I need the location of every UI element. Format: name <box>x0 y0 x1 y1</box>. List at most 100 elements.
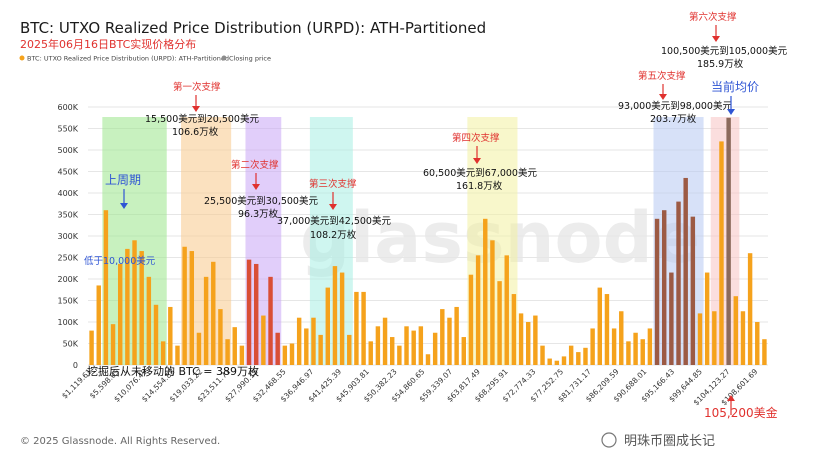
support6-label: 第六次支撑 <box>689 11 737 23</box>
bar <box>475 255 481 365</box>
support4-arrowhead <box>473 158 481 164</box>
bar <box>719 141 724 365</box>
bar <box>153 304 159 365</box>
bar <box>146 276 152 365</box>
bar <box>583 347 588 365</box>
bar <box>289 343 295 365</box>
support1-label: 第一次支撑 <box>173 81 221 93</box>
bar <box>411 330 416 365</box>
bar <box>604 294 610 365</box>
bar <box>733 296 739 365</box>
source-watermark: 明珠币圈成长记 <box>601 432 715 449</box>
bar <box>139 251 144 365</box>
legend-label-urpd: BTC: UTXO Realized Price Distribution (U… <box>27 55 229 63</box>
bar <box>590 328 595 365</box>
annotation-current-avg: 当前均价 105,200美金 <box>704 79 778 420</box>
legend-label-closing-price: Closing price <box>229 55 271 63</box>
current-price-up-arrowhead <box>727 395 735 401</box>
support4-amount: 161.8万枚 <box>456 180 503 192</box>
y-tick-label: 150K <box>57 297 78 306</box>
bar <box>533 315 538 365</box>
bar <box>304 328 309 365</box>
bar <box>318 334 323 365</box>
bar <box>418 326 424 365</box>
bar <box>96 285 101 365</box>
current-avg-label: 当前均价 <box>711 79 759 94</box>
support-band <box>309 117 353 365</box>
bar <box>275 332 280 365</box>
bar <box>225 339 230 365</box>
support6-range: 100,500美元到105,000美元 <box>661 45 788 57</box>
bar <box>447 317 452 365</box>
bar <box>683 177 688 365</box>
bar <box>168 306 173 365</box>
bar <box>554 360 560 365</box>
bar <box>661 210 667 365</box>
support3-arrowhead <box>329 204 337 210</box>
bar <box>175 345 180 365</box>
bar <box>160 341 166 365</box>
bar <box>440 309 445 365</box>
bar <box>239 345 245 365</box>
annotation-last-cycle: 上周期 低于10,000美元 <box>84 173 156 267</box>
bar <box>504 255 509 365</box>
bar <box>282 345 288 365</box>
bar <box>268 276 273 365</box>
chart-subtitle: 2025年06月16日BTC实现价格分布 <box>20 37 196 51</box>
bar <box>654 218 660 365</box>
last-cycle-arrowhead <box>120 203 128 209</box>
bar <box>189 251 195 365</box>
y-tick-label: 400K <box>57 189 78 198</box>
bar <box>704 272 710 365</box>
bar <box>461 337 467 365</box>
bar <box>547 358 552 365</box>
bar <box>203 276 209 365</box>
annotation-support2: 第二次支撑 25,500美元到30,500美元 96.3万枚 <box>204 159 318 220</box>
support5-arrowhead <box>659 94 667 100</box>
bar <box>755 322 760 365</box>
bar <box>561 356 567 365</box>
y-tick-label: 500K <box>57 146 78 155</box>
support2-range: 25,500美元到30,500美元 <box>204 195 318 207</box>
bar <box>454 306 459 365</box>
bar <box>211 261 216 365</box>
y-tick-label: 200K <box>57 275 78 284</box>
y-tick-label: 300K <box>57 232 78 241</box>
bar <box>669 272 674 365</box>
bar <box>132 240 137 365</box>
bar <box>182 246 187 365</box>
bar <box>619 311 624 365</box>
bar <box>389 337 395 365</box>
bar <box>511 294 517 365</box>
bar <box>404 326 409 365</box>
bar <box>640 339 645 365</box>
bar <box>712 311 717 365</box>
wechat-icon <box>601 432 617 448</box>
support4-label: 第四次支撑 <box>452 132 500 144</box>
support5-label: 第五次支撑 <box>638 70 686 82</box>
bar <box>497 281 502 365</box>
unmoved-btc-note: 挖掘后从未移动的 BTC = 389万枚 <box>87 364 259 378</box>
bar <box>518 313 524 365</box>
bar <box>347 334 352 365</box>
bar <box>397 345 402 365</box>
legend-swatch-urpd <box>19 55 25 61</box>
bar <box>540 345 545 365</box>
bar <box>726 117 731 365</box>
bars <box>89 117 767 365</box>
annotation-support3: 第三次支撑 37,000美元到42,500美元 108.2万枚 <box>277 178 391 241</box>
bar <box>676 201 681 365</box>
annotation-support5: 第五次支撑 93,000美元到98,000美元 203.7万枚 <box>618 70 732 125</box>
bar <box>576 352 581 365</box>
last-cycle-note: 低于10,000美元 <box>84 255 156 267</box>
bar <box>339 272 345 365</box>
legend-swatch-closing-price <box>221 55 227 61</box>
bar <box>697 313 703 365</box>
bar <box>296 317 302 365</box>
bar <box>425 354 431 365</box>
bar <box>690 216 696 365</box>
y-tick-label: 550K <box>57 125 78 134</box>
bar <box>246 259 252 365</box>
annotation-support6: 第六次支撑 100,500美元到105,000美元 185.9万枚 <box>661 11 788 70</box>
support1-amount: 106.6万枚 <box>172 126 219 138</box>
